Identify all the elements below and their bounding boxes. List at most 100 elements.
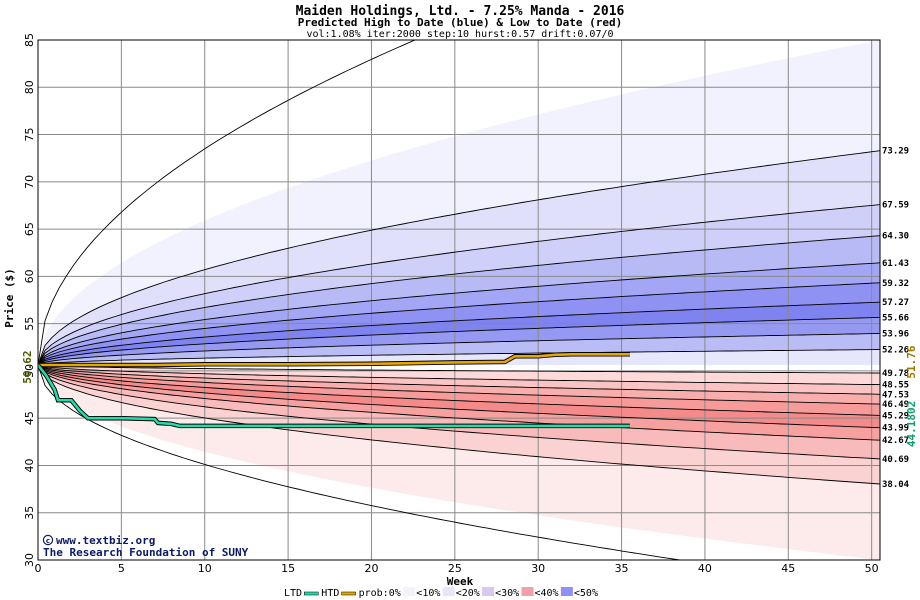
series-htd: [38, 353, 630, 367]
band-low-6: [38, 365, 880, 459]
band-end-labels: 73.29 67.59 64.30 61.43 59.32 57.27 55.66 53.96…: [882, 147, 910, 490]
y-tick-label: 85: [23, 33, 36, 47]
x-tick-label: 35: [615, 562, 629, 575]
band-end-label: 49.78: [882, 369, 909, 379]
x-tick-label: 45: [781, 562, 795, 575]
band-high-2: [38, 204, 880, 365]
probability-bands: [38, 40, 880, 560]
band-end-label: 45.29: [882, 411, 909, 421]
band-boundary-lines: [38, 40, 880, 560]
band-line-3: [38, 235, 880, 366]
legend-htd-label: HTD: [321, 588, 339, 599]
band-line-16: [38, 364, 880, 441]
x-tick-label: 15: [281, 562, 295, 575]
htd-end-label: 51.76: [905, 345, 918, 378]
start-price-label: 50.62: [21, 350, 34, 383]
chart-subtitle: Predicted High to Date (blue) & Low to D…: [298, 16, 623, 29]
y-tick-label: 55: [23, 317, 36, 331]
credit-org: The Research Foundation of SUNY: [43, 546, 249, 559]
legend-swatch: [442, 587, 455, 596]
band-end-label: 67.59: [882, 201, 909, 211]
band-line-12: [38, 364, 880, 395]
x-tick-label: 5: [118, 562, 125, 575]
legend-ltd-label: LTD: [284, 588, 302, 599]
legend-swatch: [482, 587, 495, 596]
band-end-label: 46.49: [882, 400, 909, 410]
band-line-2: [38, 204, 880, 366]
x-tick-label: 50: [865, 562, 879, 575]
band-line-bottom: [38, 364, 683, 560]
band-line-9: [38, 349, 880, 366]
band-low-3: [38, 365, 880, 416]
band-line-7: [38, 316, 880, 366]
band-line-17: [38, 364, 880, 460]
x-tick-label: 40: [698, 562, 712, 575]
band-high-3: [38, 235, 880, 365]
x-tick-label: 30: [531, 562, 545, 575]
band-end-label: 59.32: [882, 279, 909, 289]
chart-params: vol:1.08% iter:2000 step:10 hurst:0.57 d…: [306, 29, 613, 40]
legend-swatch: [560, 587, 573, 596]
band-end-label: 73.29: [882, 147, 909, 157]
y-axis-ticks: 30 35 40 45 50 55 60 65 70 75 80 85: [23, 33, 36, 567]
band-end-label: 61.43: [882, 259, 909, 269]
band-end-label: 40.69: [882, 455, 909, 465]
series-ltd: [38, 364, 630, 428]
band-line-15: [38, 364, 880, 429]
band-high-7: [38, 317, 880, 365]
band-low-0: [38, 365, 880, 385]
band-high-1: [38, 150, 880, 365]
legend-swatch: [521, 587, 534, 596]
x-tick-label: 20: [364, 562, 378, 575]
band-end-label: 57.27: [882, 298, 909, 308]
legend-item-label: <30%: [495, 588, 519, 599]
x-tick-label: 25: [448, 562, 462, 575]
band-low-1: [38, 365, 880, 395]
legend-swatch: [403, 587, 416, 596]
legend-item-label: <50%: [574, 588, 598, 599]
y-tick-label: 45: [23, 411, 36, 425]
band-low-7: [38, 365, 880, 484]
y-tick-label: 60: [23, 269, 36, 283]
legend-ltd-swatch: [304, 591, 319, 596]
band-end-label: 42.67: [882, 436, 909, 446]
band-high-5: [38, 282, 880, 365]
band-low-8: [38, 365, 880, 560]
legend: LTD HTD prob:0% <10% <20% <30% <40% <50%: [284, 587, 598, 599]
legend-item-label: <10%: [416, 588, 440, 599]
band-line-18: [38, 364, 880, 485]
band-end-label: 52.26: [882, 346, 909, 356]
band-line-13: [38, 364, 880, 405]
x-tick-label: 0: [35, 562, 42, 575]
y-axis-label: Price ($): [3, 268, 16, 328]
ltd-end-label: 44.1802: [905, 401, 918, 447]
band-low-5: [38, 365, 880, 441]
band-line-8: [38, 333, 880, 366]
band-high-9: [38, 349, 880, 365]
credit-site: www.textbiz.org: [56, 534, 155, 547]
plot-frame: [37, 39, 881, 561]
chart-title: Maiden Holdings, Ltd. - 7.25% Manda - 20…: [296, 4, 625, 19]
band-low-4: [38, 365, 880, 428]
band-end-label: 43.99: [882, 424, 909, 434]
y-tick-label: 35: [23, 506, 36, 520]
y-tick-label: 70: [23, 175, 36, 189]
band-line-1: [38, 150, 880, 366]
y-tick-label: 40: [23, 458, 36, 472]
y-tick-label: 75: [23, 128, 36, 142]
band-end-label: 64.30: [882, 232, 909, 242]
band-line-6: [38, 301, 880, 366]
band-end-label: 47.53: [882, 390, 909, 400]
copyright-icon: [42, 534, 54, 546]
series-lines: [38, 352, 630, 429]
copyright-mark: c: [46, 537, 50, 545]
band-end-label: 38.04: [882, 480, 910, 490]
band-line-5: [38, 282, 880, 366]
legend-prob-label: prob:0%: [359, 588, 401, 599]
band-end-label: 53.96: [882, 329, 909, 339]
band-low-2: [38, 365, 880, 405]
legend-htd-swatch: [341, 591, 356, 596]
band-high-4: [38, 262, 880, 365]
x-axis-label: Week: [447, 575, 474, 588]
